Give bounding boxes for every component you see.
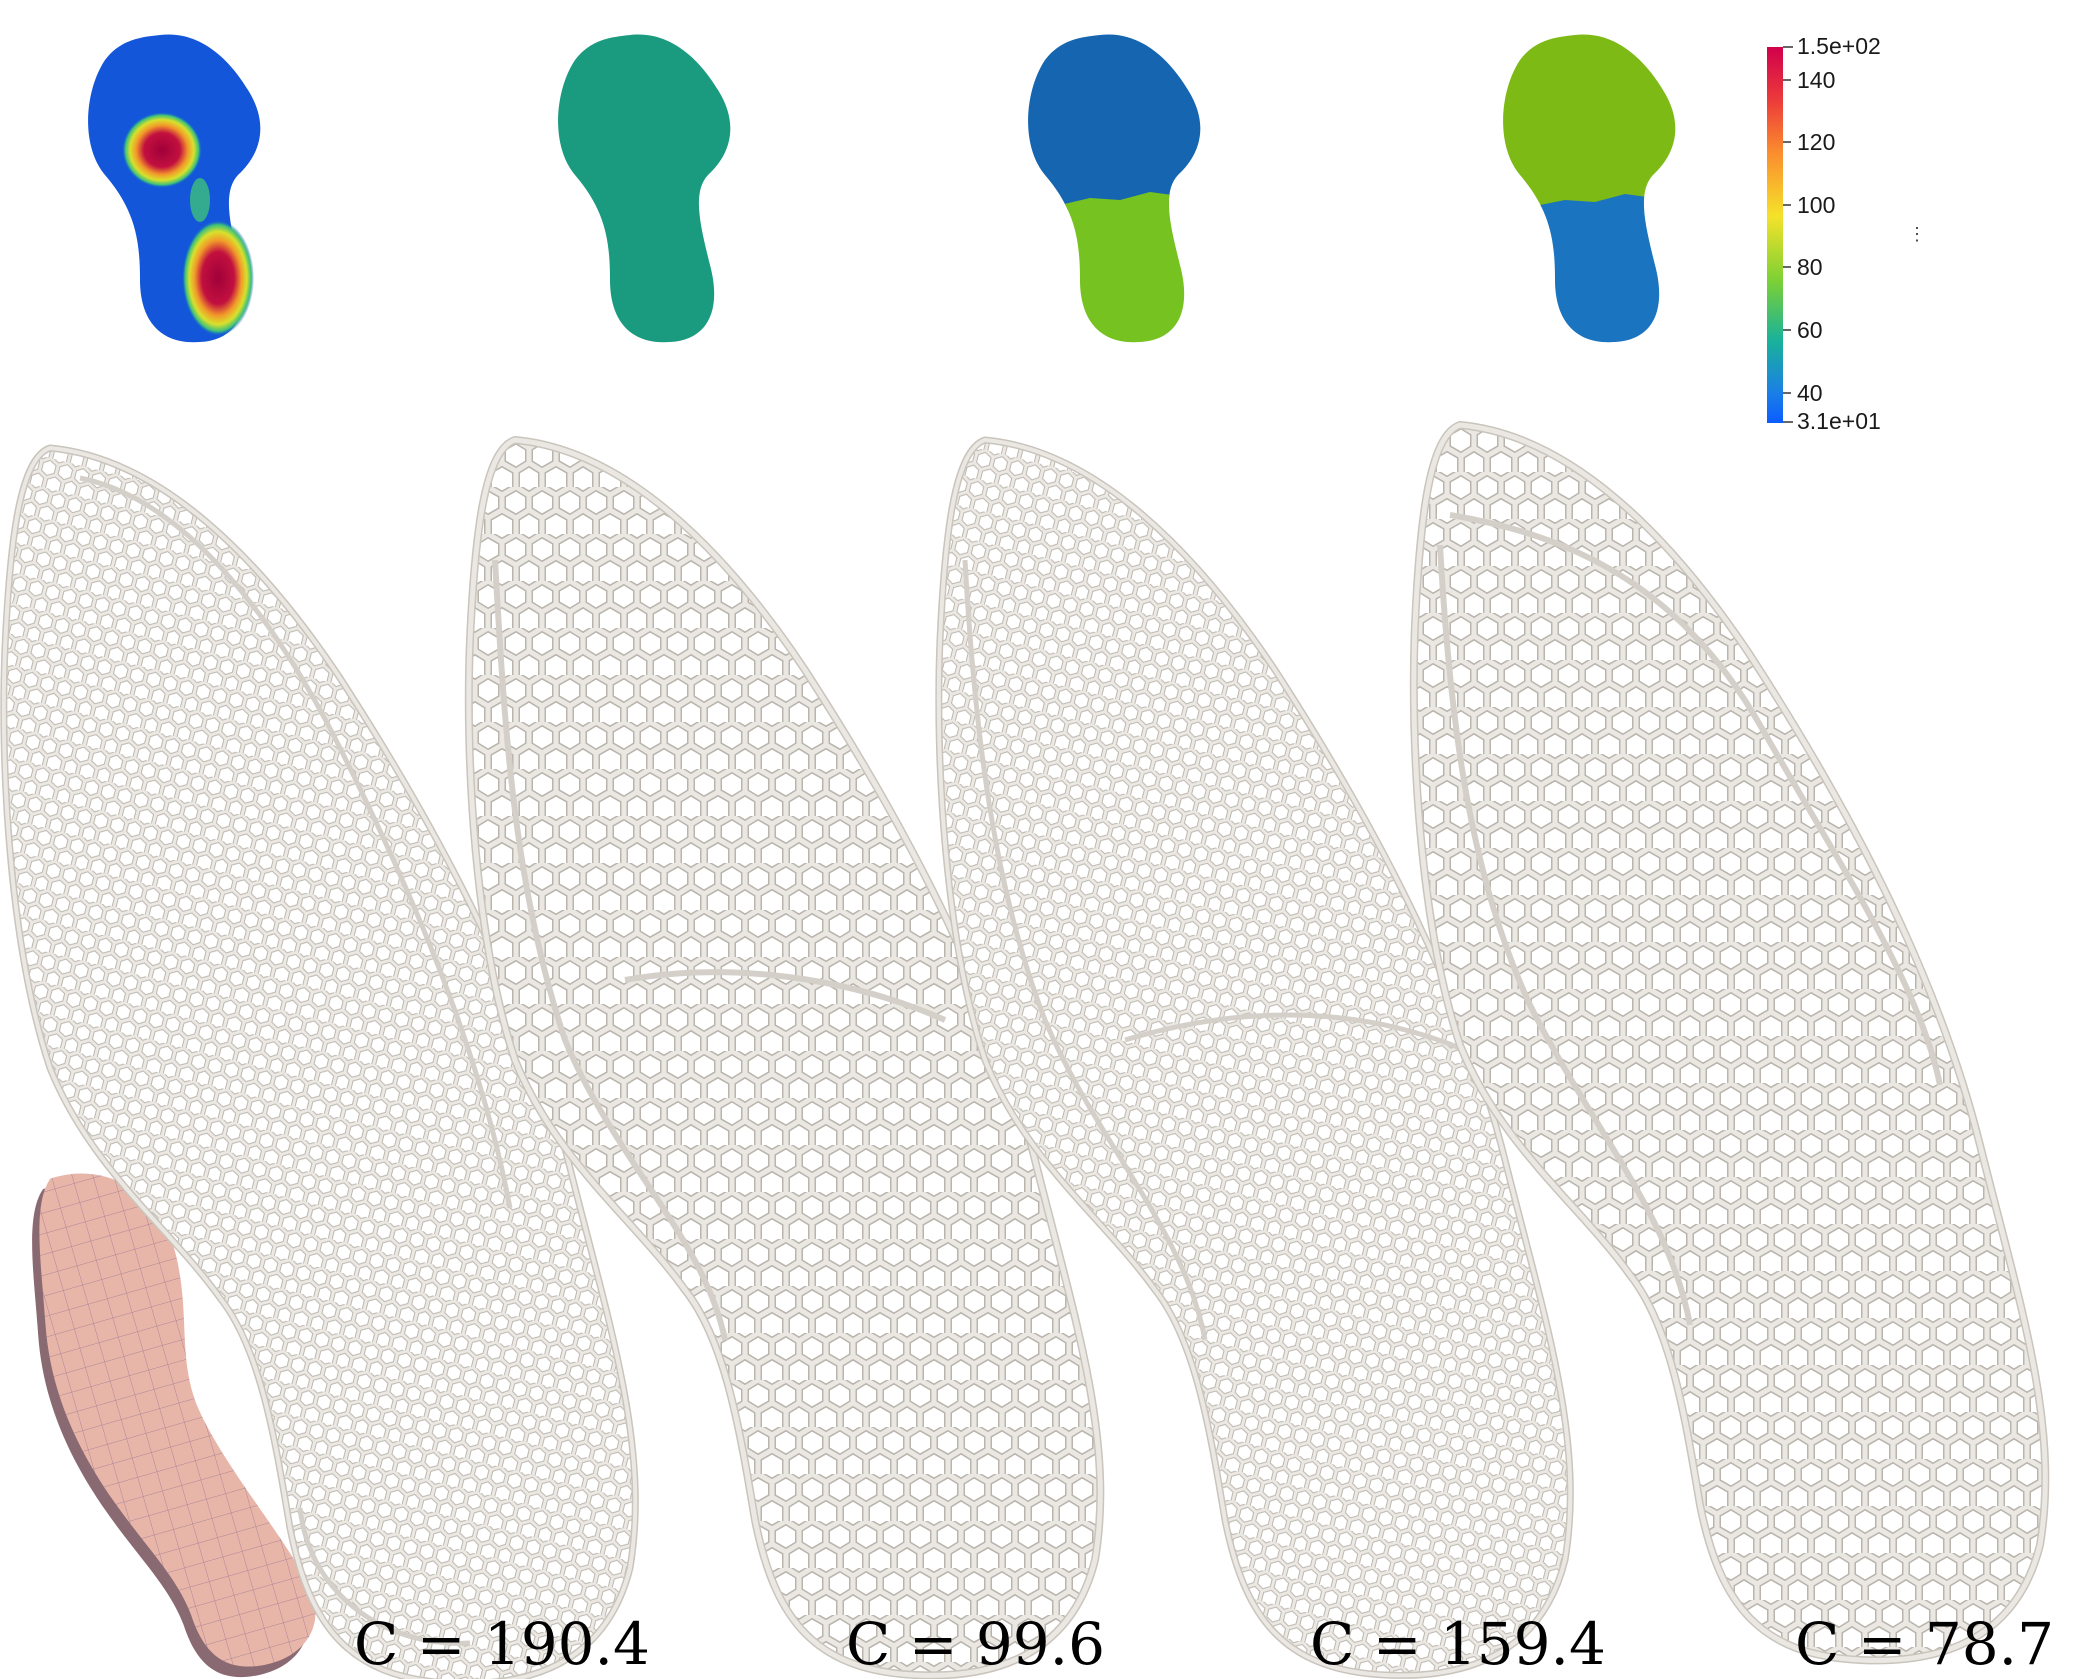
colorbar-max-label: 1.5e+02 — [1797, 33, 1881, 59]
caption-design-3: C = 159.4 — [1310, 1610, 1606, 1678]
caption-design-4: C = 78.7 — [1795, 1610, 2054, 1678]
colorbar — [1767, 46, 1793, 423]
lattice-insole-1 — [4, 448, 636, 1679]
colorbar-tick-140: 140 — [1797, 67, 1836, 93]
caption-design-1: C = 190.4 — [354, 1610, 650, 1678]
colorbar-tick-40: 40 — [1797, 380, 1823, 406]
lattice-insole-2 — [469, 440, 1101, 1675]
colorbar-tick-100: 100 — [1797, 192, 1836, 218]
colorbar-tick-120: 120 — [1797, 129, 1836, 155]
colorbar-tick-60: 60 — [1797, 317, 1823, 343]
split-density-insole-2 — [1503, 34, 1676, 343]
colorbar-dots-icon: ⋮ — [1908, 224, 1926, 244]
colorbar-min-label: 3.1e+01 — [1797, 408, 1881, 434]
stress-heatmap-insole — [88, 34, 261, 343]
split-density-insole-1 — [1028, 34, 1201, 343]
input-mesh-insole — [32, 1173, 316, 1678]
caption-design-2: C = 99.6 — [846, 1610, 1105, 1678]
uniform-density-insole — [558, 34, 731, 343]
lattice-insole-3 — [939, 440, 1571, 1675]
lattice-insole-4 — [1414, 425, 2046, 1660]
colorbar-tick-80: 80 — [1797, 254, 1823, 280]
